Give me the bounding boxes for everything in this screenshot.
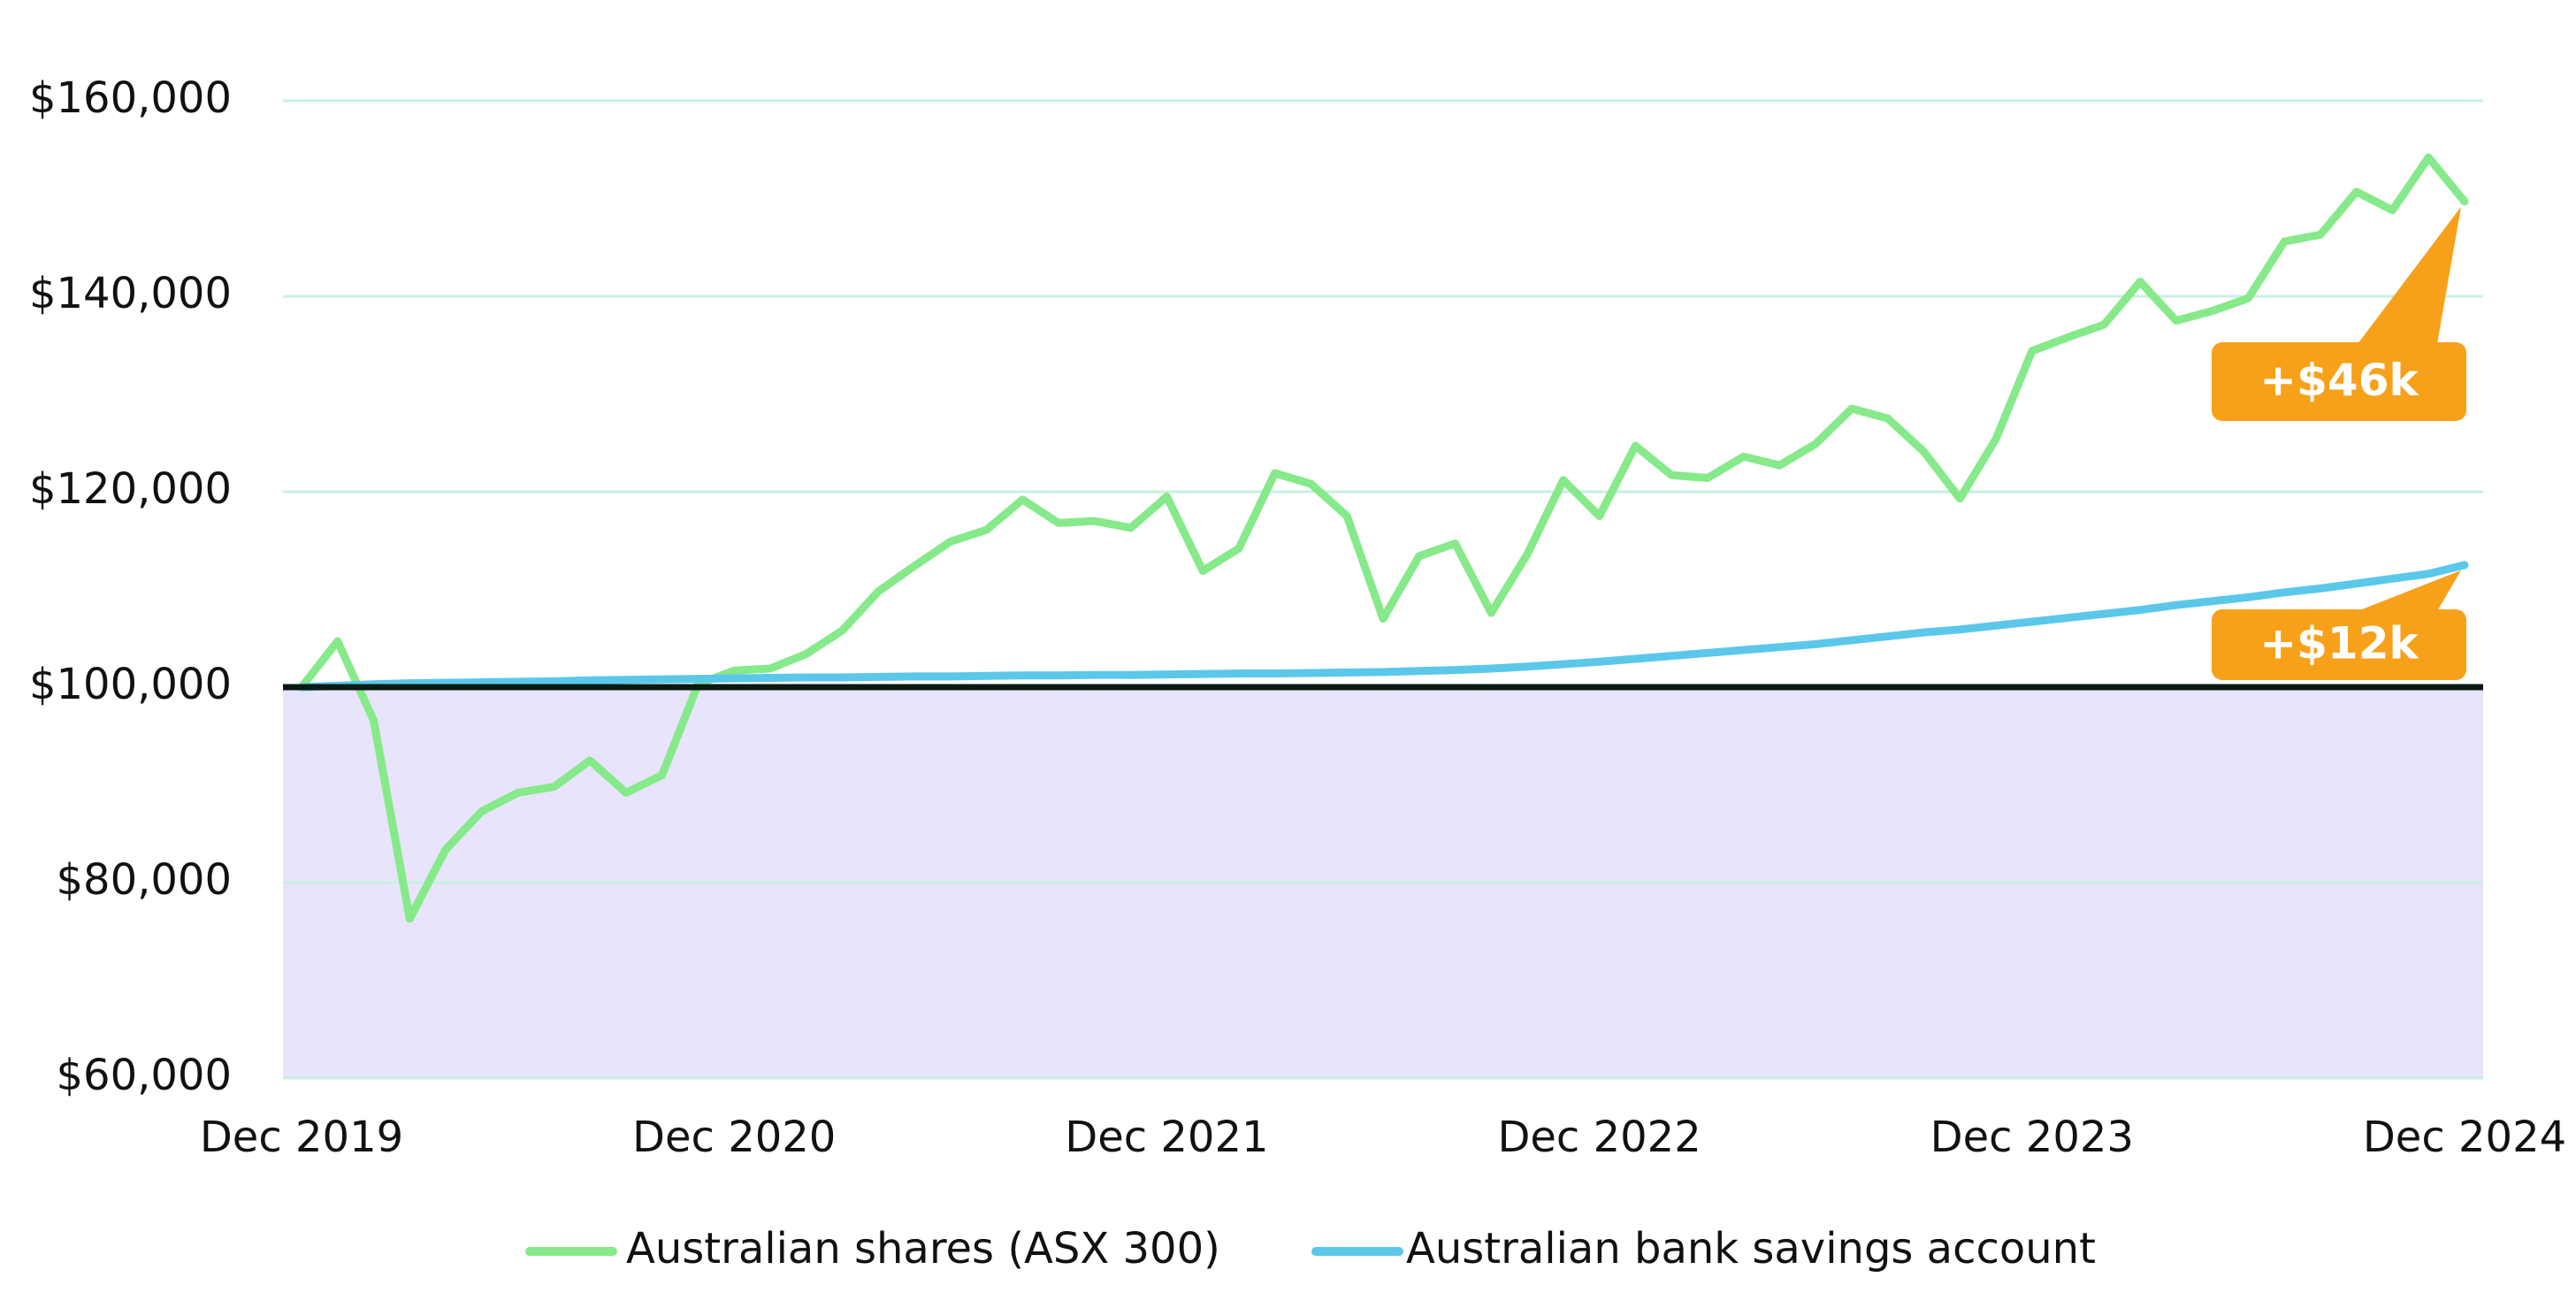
callout-box — [2212, 342, 2466, 421]
callout-pointer — [2358, 206, 2461, 344]
x-tick-label: Dec 2022 — [1497, 1113, 1701, 1162]
y-tick-label: $100,000 — [29, 660, 232, 709]
y-tick-label: $120,000 — [29, 464, 232, 514]
legend-label: Australian bank savings account — [1406, 1224, 2096, 1274]
y-tick-label: $80,000 — [57, 855, 233, 905]
x-tick-label: Dec 2021 — [1065, 1113, 1268, 1162]
callout-pointer — [2358, 570, 2461, 611]
series-line — [297, 561, 2469, 692]
callout-box — [2212, 609, 2466, 680]
x-tick-label: Dec 2020 — [632, 1113, 836, 1162]
y-tick-label: $160,000 — [29, 73, 232, 123]
legend-label: Australian shares (ASX 300) — [626, 1224, 1220, 1274]
callout-label: +$46k — [2259, 355, 2419, 406]
x-tick-label: Dec 2019 — [200, 1113, 403, 1162]
x-tick-label: Dec 2023 — [1930, 1113, 2134, 1162]
series-line — [297, 153, 2469, 923]
y-tick-label: $60,000 — [57, 1051, 233, 1100]
y-tick-label: $140,000 — [29, 269, 232, 318]
callout-label: +$12k — [2259, 618, 2419, 669]
x-tick-label: Dec 2024 — [2363, 1113, 2566, 1162]
